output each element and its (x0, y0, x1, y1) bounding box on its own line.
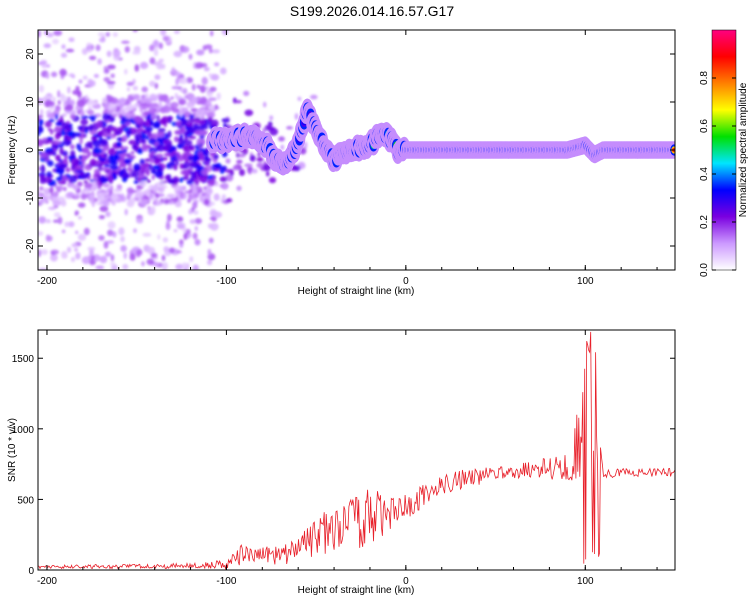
spectrogram-x-axis-label: Height of straight line (km) (298, 286, 415, 297)
y-tick-label: 500 (17, 495, 34, 506)
x-tick-label: 0 (403, 276, 409, 287)
colorbar-tick-label: 0.0 (699, 263, 710, 277)
snr-x-axis-label: Height of straight line (km) (298, 585, 415, 596)
colorbar-tick-label: 0.6 (699, 119, 710, 133)
y-tick-label: 10 (25, 96, 36, 108)
x-tick-label: -200 (37, 576, 57, 587)
colorbar-label: Normalized spectral amplitude (738, 82, 749, 217)
snr-plot-area (38, 330, 675, 570)
y-tick-label: 1000 (12, 425, 35, 436)
x-tick-label: -100 (216, 576, 236, 587)
y-tick-label: 20 (25, 48, 36, 60)
y-tick-label: -10 (25, 190, 36, 205)
y-tick-label: 0 (28, 566, 34, 577)
colorbar-gradient (711, 29, 737, 271)
y-tick-label: 0 (25, 147, 36, 153)
snr-series-line (38, 331, 675, 570)
colorbar-tick-label: 0.8 (699, 71, 710, 85)
x-tick-label: -100 (216, 276, 236, 287)
chart-title: S199.2026.014.16.57.G17 (290, 3, 454, 19)
snr-frame (37, 329, 676, 571)
x-tick-label: -200 (37, 276, 57, 287)
colorbar-ticks: 0.0 0.2 0.4 0.6 0.8 (699, 71, 736, 277)
x-tick-label: 100 (577, 576, 594, 587)
spectrogram-noise (38, 30, 318, 270)
spectrogram-y-axis-label: Frequency (Hz) (7, 116, 18, 185)
colorbar-tick-label: 0.2 (699, 215, 710, 229)
snr-y-axis-label: SNR (10 * v/v) (7, 418, 18, 482)
y-tick-label: 1500 (12, 354, 35, 365)
colorbar-tick-label: 0.4 (699, 167, 710, 181)
y-tick-label: -20 (25, 238, 36, 253)
x-tick-label: 100 (577, 276, 594, 287)
x-tick-label: 0 (403, 576, 409, 587)
colorbar: 0.0 0.2 0.4 0.6 0.8 Normalized spectral ampl… (699, 29, 749, 277)
